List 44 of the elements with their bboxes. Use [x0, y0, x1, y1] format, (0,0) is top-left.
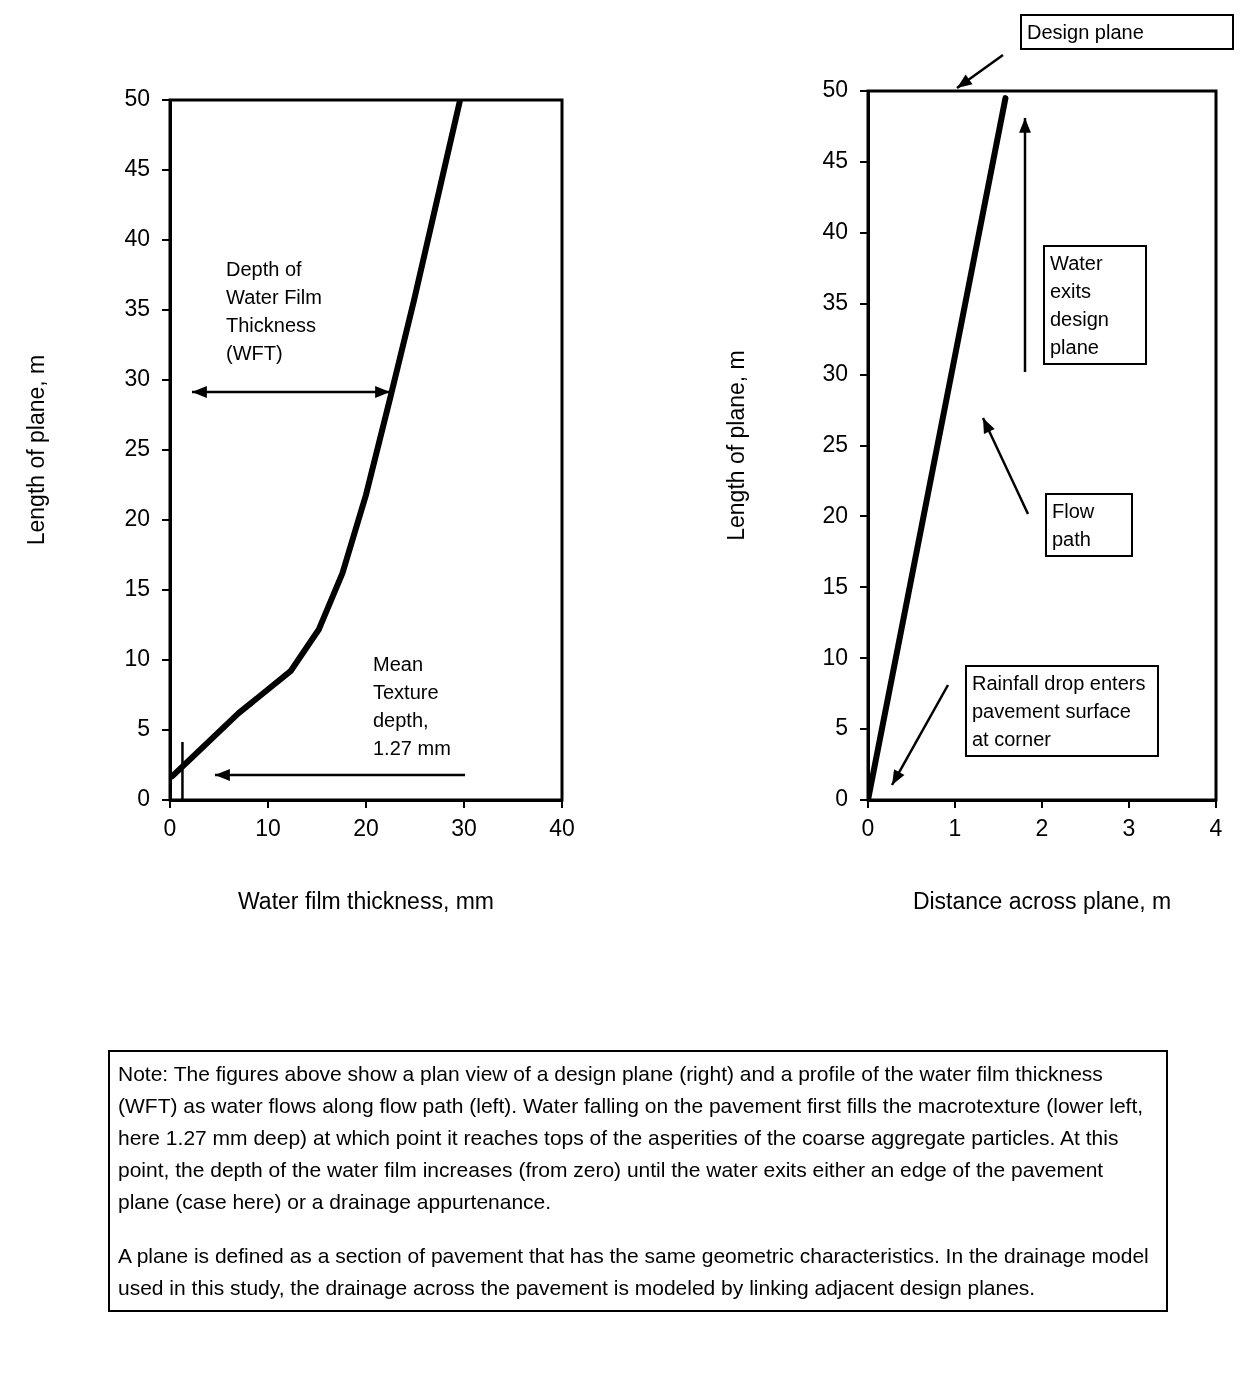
y-tick-label: 5: [137, 715, 150, 742]
y-tick-label: 5: [835, 714, 848, 741]
y-tick-label: 40: [822, 218, 848, 245]
x-tick-label: 1: [948, 815, 962, 842]
annotation: Water exits design plane: [1043, 245, 1147, 365]
y-tick-label: 50: [822, 76, 848, 103]
y-tick-label: 20: [822, 501, 848, 528]
x-tick-label: 2: [1035, 815, 1049, 842]
x-tick-label: 4: [1209, 815, 1223, 842]
y-tick-label: 10: [124, 645, 150, 672]
x-tick-label: 40: [549, 815, 575, 842]
x-axis-title: Water film thickness, mm: [237, 887, 495, 914]
y-tick-label: 30: [124, 365, 150, 392]
y-tick-label: 45: [124, 155, 150, 182]
y-tick-label: 30: [822, 359, 848, 386]
x-tick-label: 10: [255, 815, 281, 842]
annotation: Depth of Water Film Thickness (WFT): [226, 257, 323, 366]
x-tick-label: 0: [861, 815, 875, 842]
x-tick-label: 30: [451, 815, 477, 842]
y-axis-title: Length of plane, m: [723, 350, 750, 541]
annotation: Mean Texture depth, 1.27 mm: [373, 652, 452, 761]
annotation: Flow path: [1045, 493, 1133, 557]
y-tick-label: 0: [835, 785, 848, 812]
y-axis-title: Length of plane, m: [23, 354, 50, 546]
y-tick-label: 15: [822, 572, 848, 599]
y-tick-label: 0: [137, 785, 150, 812]
text: A plane is defined as a section of pavement that has the same geometric characteristics. In the drainage model used in this study, the drainage across the pavement is modeled by linking adjacent design planes.: [118, 1243, 1150, 1301]
y-tick-label: 25: [822, 430, 848, 457]
y-tick-label: 45: [822, 147, 848, 174]
y-tick-label: 15: [124, 575, 150, 602]
y-tick-label: 20: [124, 505, 150, 532]
x-axis-title: Distance across plane, m: [912, 887, 1172, 914]
y-tick-label: 10: [822, 643, 848, 670]
y-tick-label: 25: [124, 435, 150, 462]
x-tick-label: 0: [163, 815, 177, 842]
y-tick-label: 35: [822, 289, 848, 316]
annotation: Rainfall drop enters pavement surface at corner: [965, 665, 1159, 757]
x-tick-label: 20: [353, 815, 379, 842]
text: Design plane: [1020, 14, 1234, 50]
y-tick-label: 35: [124, 295, 150, 322]
y-tick-label: 40: [124, 225, 150, 252]
x-tick-label: 3: [1122, 815, 1136, 842]
text: Note: The figures above show a plan view of a design plane (right) and a profile of the water film thickness (WFT) as water flows along flow path (left). Water falling on the pavement first fills the macrotexture (lower left, here 1.27 mm deep) at which point it reaches tops of the asperities of the coarse aggregate particles. At this point, the depth of the water film increases (from zero) until the water exits either an edge of the pavement plane (case here) or a drainage appurtenance.: [118, 1061, 1145, 1215]
y-tick-label: 50: [124, 85, 150, 112]
